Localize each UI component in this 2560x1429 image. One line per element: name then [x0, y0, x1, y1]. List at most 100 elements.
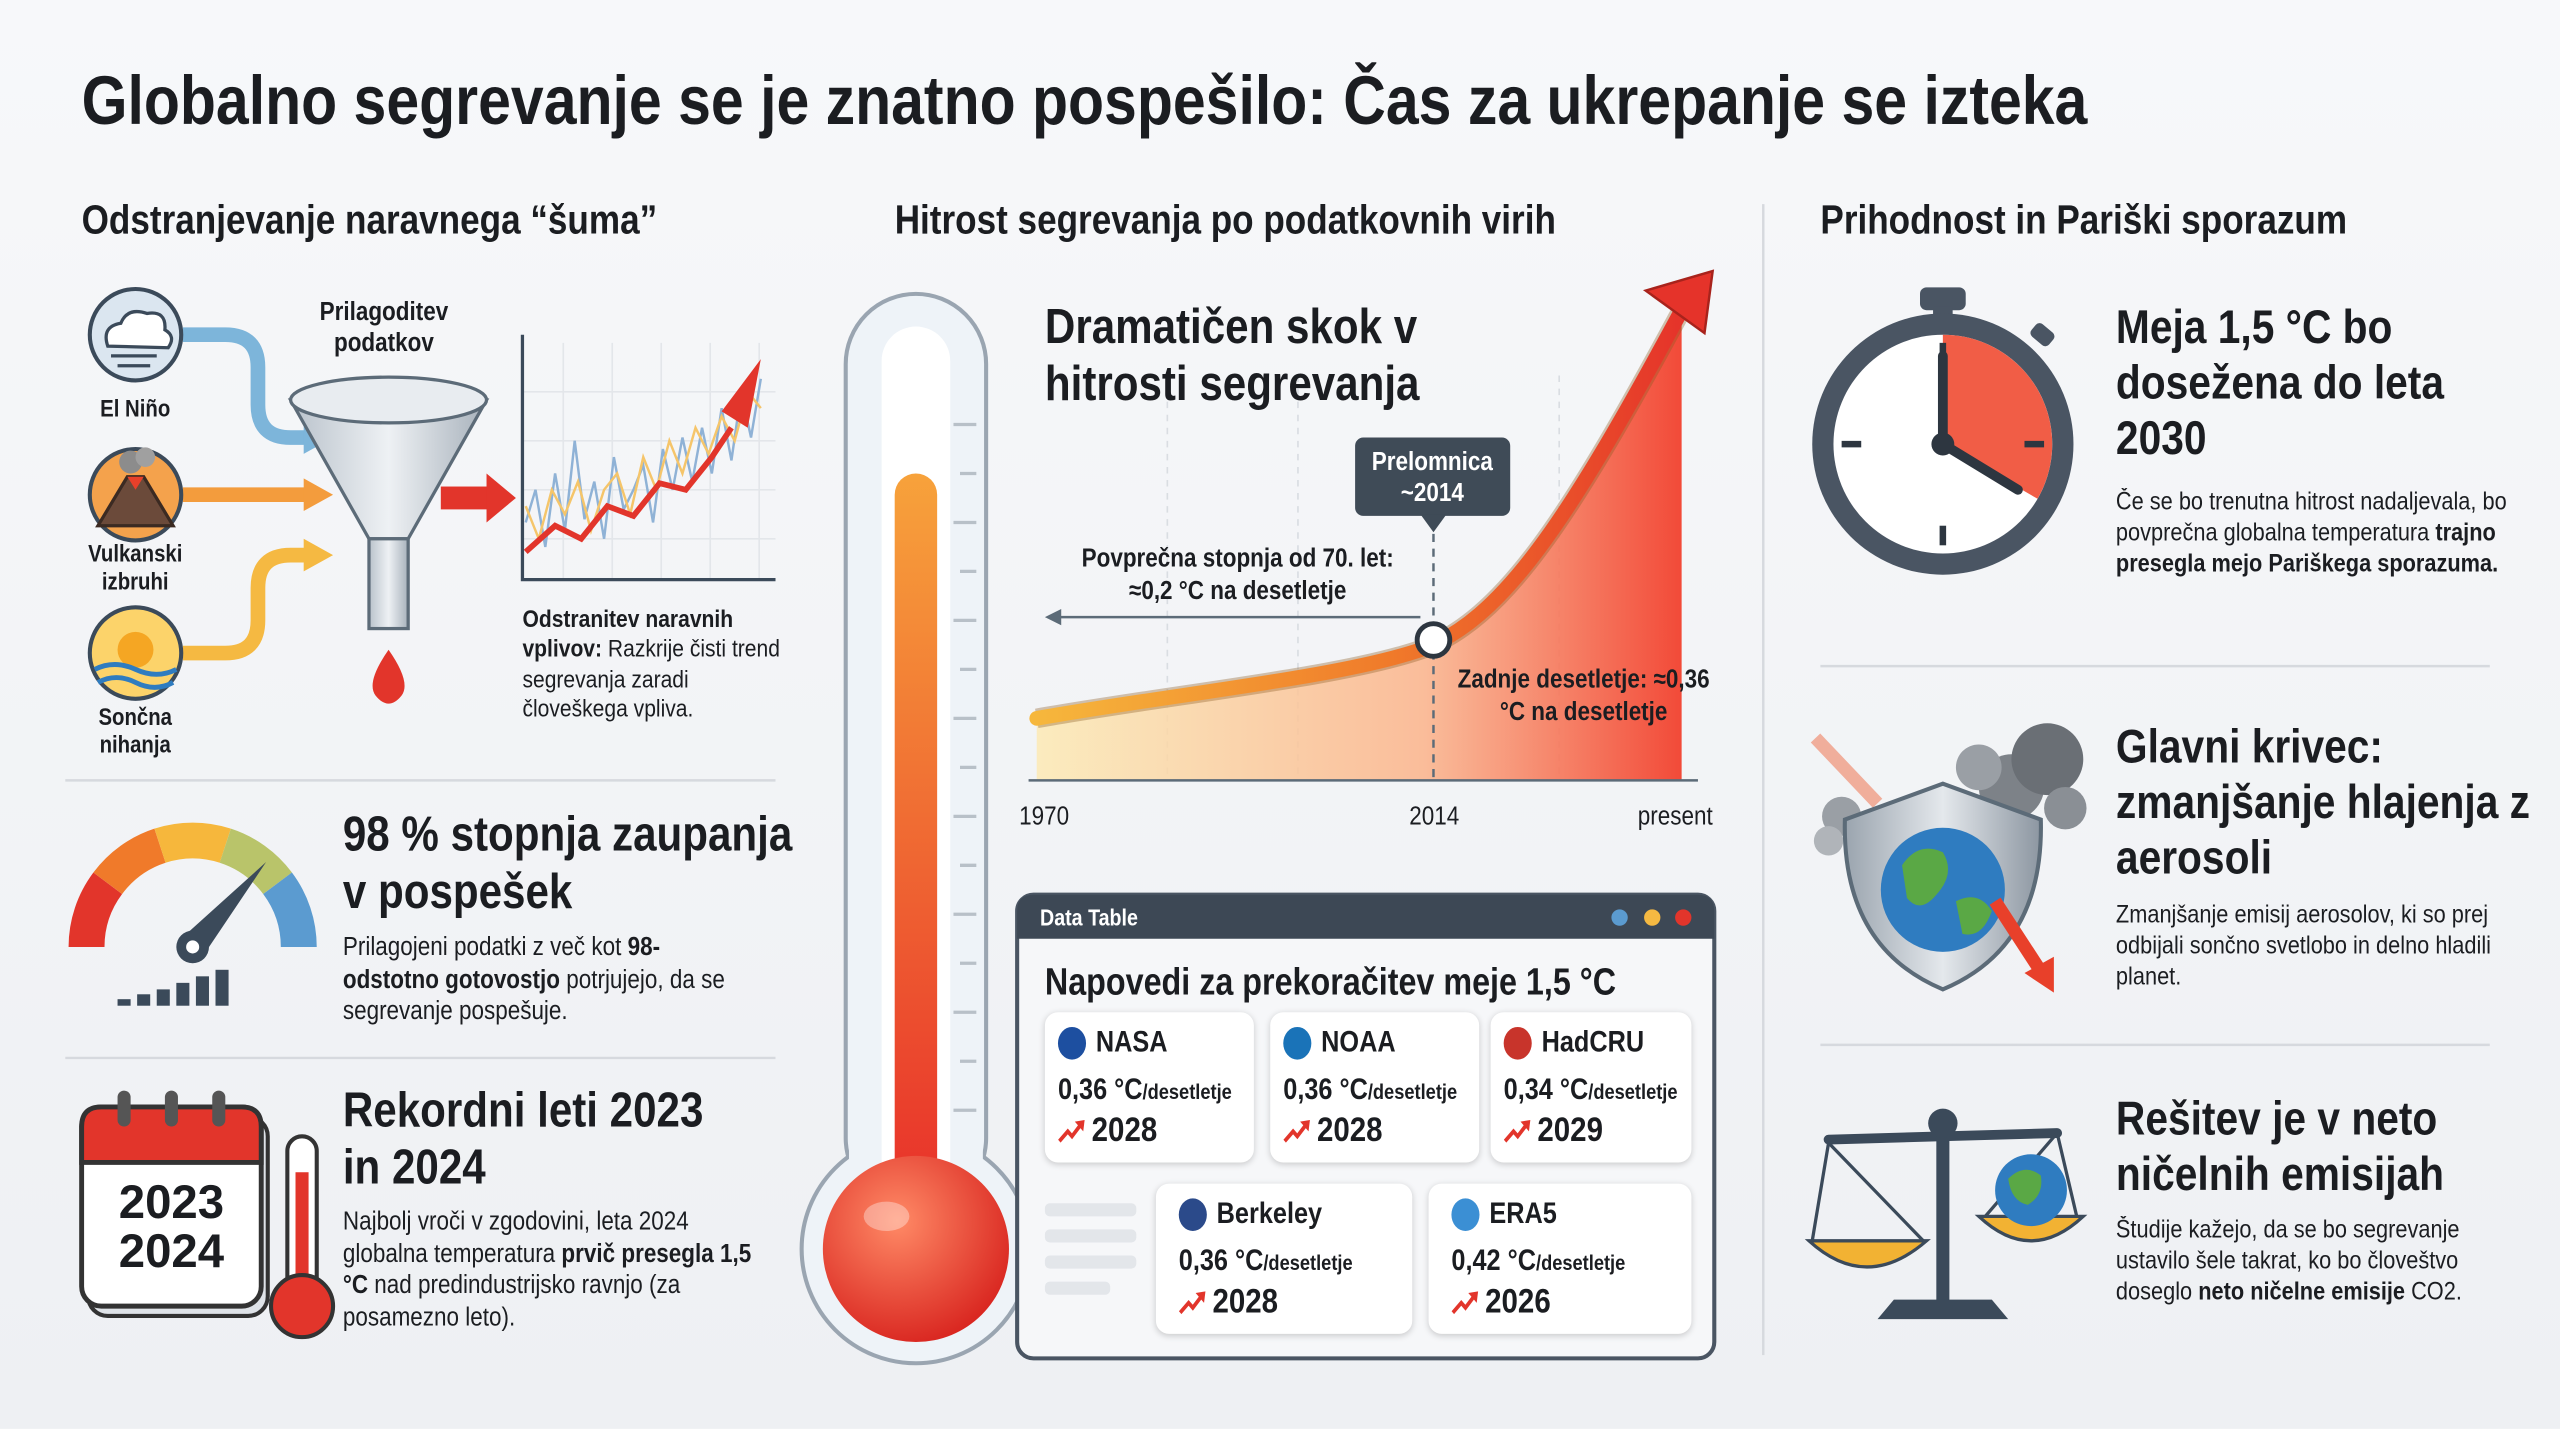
future-text: Študije kažejo, da se bo segrevanje usta…: [2116, 1216, 2516, 1309]
trend-icon-line: [1451, 1293, 1477, 1315]
calendar-year: 2024: [119, 1225, 225, 1278]
noise-icons-part: [303, 538, 334, 572]
noise-icons-part: [135, 447, 156, 467]
gauge-needle-part: [156, 989, 170, 1006]
thermometer: [799, 291, 1033, 1366]
rate-row: 0,36 °C/desetletje: [1283, 1073, 1457, 1107]
trend-icon-head: [1468, 1291, 1479, 1303]
rate-unit: /desetletje: [1142, 1079, 1232, 1104]
card-content: NASA 0,36 °C/desetletje 2028: [1057, 1025, 1232, 1151]
future-title: Glavni krivec: zmanjšanje hlajenja z aer…: [2115, 721, 2531, 886]
rate-row: 0,42 °C/desetletje: [1451, 1244, 1625, 1278]
rate: 0,36 °C: [1178, 1244, 1264, 1277]
stopwatch-part: [1931, 432, 1955, 456]
rate-unit: /desetletje: [1536, 1250, 1626, 1276]
rate-row: 0,36 °C/desetletje: [1179, 1244, 1353, 1278]
turning-point: Prelomnica ~2014: [1355, 447, 1509, 510]
crossing-year: 2029: [1537, 1111, 1603, 1150]
trend-icon-head: [1074, 1120, 1085, 1132]
thermometer-part: [822, 1155, 1009, 1343]
text-run: Odstranitev naravnih vplivov:: [522, 605, 734, 664]
table-title: Napovedi za prekoračitev meje 1,5 °C: [1044, 959, 1617, 1003]
text-run: Če se bo trenutna hitrost nadaljevala, b…: [2115, 488, 2507, 547]
source-label: Vulkanski izbruhi: [88, 542, 183, 597]
table-window-part: [1675, 909, 1692, 926]
rate-row: 0,34 °C/desetletje: [1504, 1073, 1678, 1107]
text-run: trajno presegla mejo Pariškega sporazuma…: [2115, 519, 2499, 578]
section-heading: Hitrost segrevanja po podatkovnih virih: [894, 197, 1556, 244]
future-title: Rešitev je v neto ničelnih emisijah: [2115, 1093, 2445, 1202]
aerosol-shield: [1810, 723, 2087, 993]
gauge-needle-part: [215, 969, 229, 1006]
mini-trend-chart-part: [523, 426, 734, 554]
source-logo: [1057, 1026, 1087, 1059]
source-card: NOAA 0,36 °C/desetletje 2028: [1270, 1012, 1480, 1163]
balance-scale: [1804, 1108, 2088, 1320]
calendar-part: [164, 1090, 178, 1127]
trend-icon: [1058, 1120, 1085, 1143]
source-logo: [1451, 1197, 1480, 1231]
page-title: Globalno segrevanje se je znatno pospeši…: [81, 62, 2088, 139]
source-card: Berkeley 0,36 °C/desetletje 2028: [1155, 1183, 1413, 1334]
chart-title: Dramatičen skok v hitrosti segrevanja: [1044, 300, 1420, 413]
rate: 0,36 °C: [1057, 1072, 1143, 1106]
table-window-part-part: [1044, 1255, 1137, 1269]
aerosol-shield-part: [1813, 826, 1844, 856]
rate-unit: /desetletje: [1263, 1250, 1353, 1276]
calendar-part: [295, 1172, 309, 1303]
rate: 0,42 °C: [1451, 1244, 1537, 1277]
funnel-part: [486, 473, 516, 523]
card-content: ERA5 0,42 °C/desetletje 2026: [1451, 1197, 1625, 1323]
card-content: Berkeley 0,36 °C/desetletje 2028: [1178, 1196, 1353, 1323]
gauge-needle-part: [195, 976, 209, 1006]
balance-scale-part: [1810, 1131, 2079, 1242]
thermometer-part: [953, 422, 977, 1112]
text-run: potrjujejo, da se segrevanje pospešuje.: [342, 965, 725, 1026]
window-title: Data Table: [1040, 904, 1138, 931]
trend-icon: [1178, 1291, 1206, 1315]
gauge-needle: [117, 862, 267, 1006]
source-name: ERA5: [1489, 1196, 1557, 1230]
gauge-needle-part: [117, 999, 131, 1006]
trend-icon-line: [1503, 1121, 1529, 1143]
gauge-needle-part: [182, 862, 267, 957]
aerosol-shield-part: [1810, 733, 1883, 808]
noise-icons: [87, 286, 334, 701]
gauge-needle-part: [186, 940, 200, 954]
text-run: 98-odstotno gotovostjo: [342, 933, 661, 994]
trend-icon: [1503, 1120, 1531, 1143]
mini-trend-chart-part: [524, 389, 762, 543]
year-row: 2026: [1451, 1283, 1625, 1322]
thermometer-part: [863, 1201, 910, 1232]
text-run: Zmanjšanje emisij aerosolov, ki so prej …: [2115, 901, 2492, 991]
aerosol-shield-part: [2011, 723, 2084, 796]
year-row: 2028: [1283, 1112, 1457, 1151]
balance-scale-part: [1974, 1214, 2088, 1243]
balance-scale-part: [1928, 1108, 1958, 1138]
trend-icon-line: [1058, 1121, 1084, 1143]
source-label: Sončna nihanja: [98, 705, 173, 760]
table-window-part: [1044, 1203, 1137, 1295]
rate-chart: [1028, 269, 1715, 782]
source-name: NASA: [1095, 1025, 1168, 1058]
funnel: [287, 375, 516, 704]
source-name-row: Berkeley: [1178, 1196, 1353, 1231]
rate-chart-part: [1036, 310, 1682, 781]
text-run: Razkrije čisti trend segrevanja zaradi č…: [522, 635, 780, 724]
trend-icon: [1283, 1120, 1310, 1143]
confidence-gauge-part: [154, 822, 231, 863]
table-window-part: [1611, 909, 1628, 926]
calendar-part: [268, 1273, 336, 1340]
section-heading: Prihodnost in Pariški sporazum: [1820, 197, 2348, 244]
rate-unit: /desetletje: [1367, 1079, 1458, 1104]
x-axis-label: 1970: [1019, 803, 1070, 832]
year-row: 2028: [1178, 1283, 1353, 1322]
source-name-row: ERA5: [1451, 1197, 1625, 1231]
source-name: Berkeley: [1216, 1196, 1323, 1230]
text-run: prvič presegla 1,5 °C: [342, 1240, 752, 1300]
filter-label: Prilagoditev podatkov: [319, 298, 449, 358]
future-text: Zmanjšanje emisij aerosolov, ki so prej …: [2116, 901, 2516, 994]
long-term-note: Povprečna stopnja od 70. let: ≈0,2 °C na…: [1081, 545, 1394, 605]
